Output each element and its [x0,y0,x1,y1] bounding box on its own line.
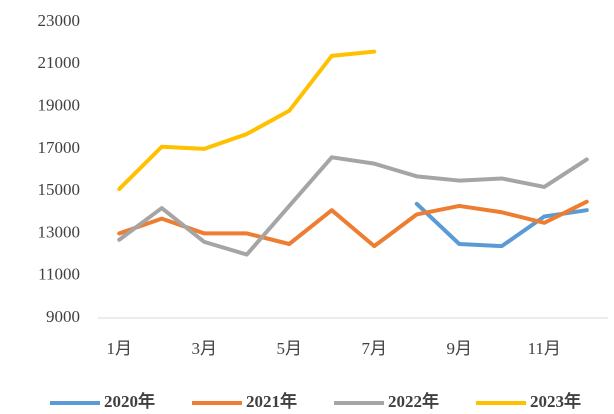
legend-label: 2022年 [388,391,439,411]
series-line [117,155,589,257]
y-tick-label: 23000 [38,11,81,30]
y-tick-label: 21000 [38,53,81,72]
y-tick-label: 11000 [38,265,80,284]
series-line [117,199,589,249]
x-tick-label: 9月 [447,339,473,358]
x-tick-label: 11月 [528,339,561,358]
x-tick-label: 5月 [277,339,303,358]
x-tick-label: 7月 [362,339,388,358]
y-tick-label: 19000 [38,95,81,114]
y-tick-label: 9000 [46,307,80,326]
y-tick-label: 15000 [38,180,81,199]
legend-label: 2023年 [530,391,581,411]
series-line [117,49,377,192]
legend-label: 2021年 [246,391,297,411]
x-tick-label: 1月 [107,339,133,358]
y-tick-label: 17000 [38,138,81,157]
y-tick-label: 13000 [38,222,81,241]
legend-label: 2020年 [104,391,155,411]
x-tick-label: 3月 [192,339,218,358]
